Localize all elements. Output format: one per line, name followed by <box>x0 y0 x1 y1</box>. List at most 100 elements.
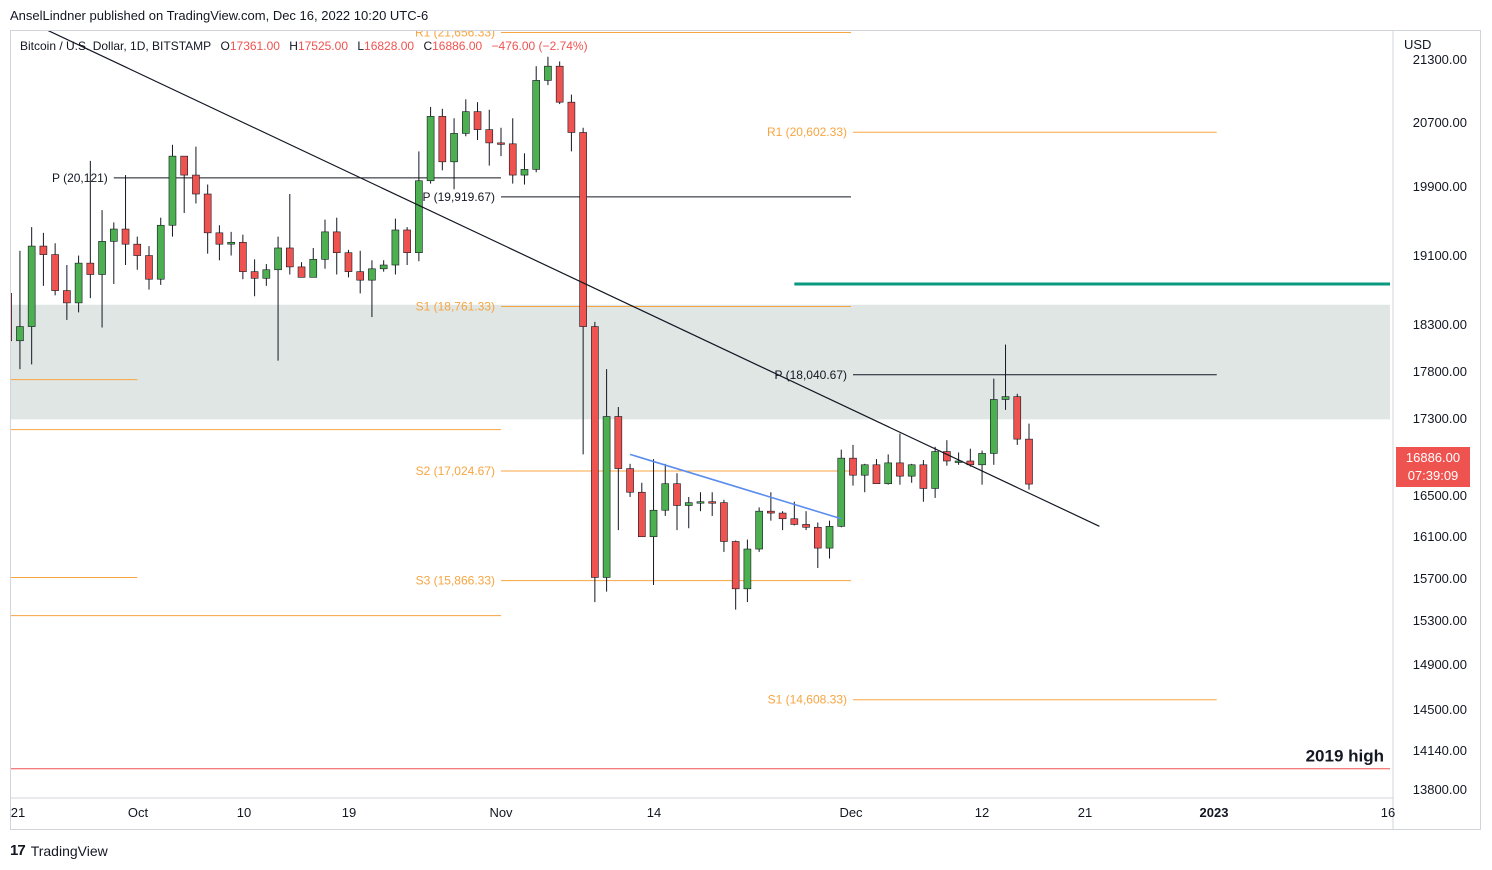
candle-2022-09-21 <box>16 250 24 370</box>
candle-2022-10-30 <box>473 102 482 141</box>
candle-body <box>602 416 611 578</box>
candle-2022-11-10 <box>602 369 611 592</box>
x-tick-label: 12 <box>975 805 989 820</box>
y-tick-label: 16100.00 <box>1413 529 1467 544</box>
candle-2022-11-02 <box>508 118 517 184</box>
x-tick-label: Nov <box>489 805 513 820</box>
candle-body <box>379 264 388 270</box>
candle-body <box>110 228 118 242</box>
candle-2022-10-13 <box>274 236 282 361</box>
candle-2022-09-28 <box>98 210 106 328</box>
candle-body <box>86 262 95 275</box>
x-tick-label: 16 <box>1381 805 1395 820</box>
legend-high-key: H <box>289 39 298 53</box>
candle-body <box>51 254 59 291</box>
candle-body <box>591 326 599 578</box>
candle-2022-10-25 <box>415 151 423 262</box>
candle-2022-11-28 <box>813 522 822 568</box>
candle-2022-12-12 <box>978 450 986 485</box>
candle-body <box>133 243 142 256</box>
y-tick-label: 20700.00 <box>1413 115 1467 130</box>
candle-2022-10-05 <box>180 155 188 213</box>
candle-body <box>156 224 165 280</box>
candle-2022-10-31 <box>485 109 494 166</box>
candle-2022-10-11 <box>250 259 259 297</box>
pivot-label-8: S3 (15,866.33) <box>416 574 495 588</box>
candle-body <box>426 116 435 182</box>
x-tick-label: Oct <box>128 805 149 820</box>
candle-2022-11-29 <box>825 520 834 559</box>
candle-body <box>767 510 775 514</box>
candle-body <box>743 548 752 590</box>
candle-2022-09-22 <box>27 227 36 365</box>
candle-2022-11-25 <box>778 511 787 531</box>
candle-body <box>989 399 998 454</box>
candle-body <box>919 464 928 489</box>
pivot-label-12: S1 (14,608.33) <box>768 693 847 707</box>
y-tick-label: 13800.00 <box>1413 782 1467 797</box>
candle-body <box>239 241 247 272</box>
candle-2022-11-14 <box>649 459 658 586</box>
last-price-value: 16886.00 <box>1405 450 1461 465</box>
candle-body <box>168 155 177 226</box>
y-tick-label: 19100.00 <box>1413 248 1467 263</box>
candle-body <box>121 228 130 245</box>
candle-body <box>1025 438 1033 485</box>
y-tick-label: 16500.00 <box>1413 488 1467 503</box>
y-tick-label: 17300.00 <box>1413 411 1467 426</box>
y-tick-label: 15300.00 <box>1413 613 1467 628</box>
candle-body <box>368 268 376 281</box>
candle-2022-11-08 <box>579 127 587 455</box>
candle-2022-09-27 <box>86 160 95 299</box>
candle-body <box>98 241 106 275</box>
candle-2022-11-03 <box>520 153 529 185</box>
candle-2022-12-14 <box>1001 344 1010 410</box>
pivot-label-6: S1 (18,761.33) <box>416 300 495 314</box>
candle-2022-10-19 <box>344 249 353 278</box>
candle-body <box>567 101 576 133</box>
candle-body <box>825 526 834 549</box>
candle-2022-09-20 <box>11 293 12 342</box>
candle-body <box>485 129 494 144</box>
candle-body <box>884 462 893 485</box>
candle-2022-09-30 <box>121 175 130 266</box>
candle-2022-10-01 <box>133 236 142 270</box>
pivot-label-1: S1 (17,461) <box>0 423 5 437</box>
candle-2022-10-17 <box>321 219 329 269</box>
tradingview-logo[interactable]: 17 TradingView <box>10 842 108 859</box>
candle-2022-11-06 <box>555 61 564 105</box>
candle-2022-10-14 <box>285 194 294 275</box>
candle-body <box>438 116 447 163</box>
candle-2022-10-26 <box>426 106 435 184</box>
candle-2022-11-12 <box>626 463 634 497</box>
legend-change: −476.00 (−2.74%) <box>491 39 588 53</box>
candle-2022-12-15 <box>1013 393 1022 445</box>
candle-body <box>192 174 200 195</box>
currency-label[interactable]: USD <box>1404 37 1432 52</box>
candle-body <box>637 491 646 538</box>
candle-body <box>907 464 916 477</box>
candle-body <box>872 464 881 485</box>
legend-low-key: L <box>357 39 365 53</box>
candle-2022-10-29 <box>461 99 470 137</box>
last-price-badge: 16886.00 07:39:09 <box>1396 447 1470 487</box>
candle-body <box>450 133 458 163</box>
candle-body <box>837 457 846 527</box>
candle-2022-11-13 <box>637 482 646 538</box>
chart-frame <box>10 30 1481 830</box>
y-tick-label: 14140.00 <box>1413 743 1467 758</box>
x-tick-label: 19 <box>342 805 356 820</box>
candle-2022-09-29 <box>110 222 118 284</box>
candle-2022-10-04 <box>168 144 177 237</box>
candle-2022-11-22 <box>743 539 752 603</box>
candle-body <box>720 502 728 542</box>
candle-body <box>461 111 470 134</box>
tradingview-brand-text: TradingView <box>30 842 108 859</box>
candle-2022-11-16 <box>673 473 681 531</box>
candle-body <box>309 259 318 278</box>
candle-2022-12-03 <box>872 459 881 485</box>
candle-2022-10-18 <box>332 217 341 275</box>
candle-2022-10-07 <box>203 184 212 254</box>
candle-body <box>27 245 36 327</box>
